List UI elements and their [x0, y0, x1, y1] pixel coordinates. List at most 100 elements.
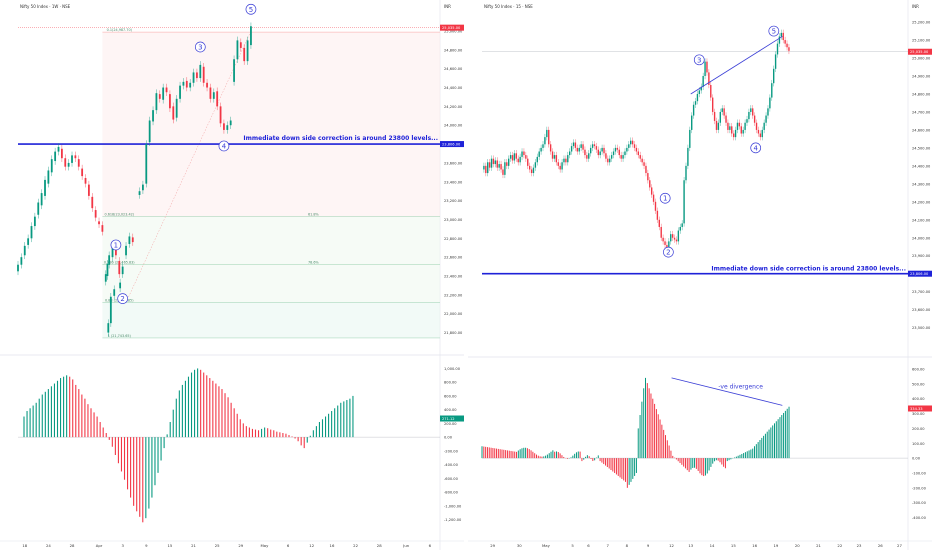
- candle-body: [121, 266, 124, 275]
- candle-body: [624, 151, 626, 156]
- candle-body: [158, 94, 161, 99]
- chart-title: Nifty 50 Index · 15 · NSE: [484, 4, 533, 9]
- candle-body: [742, 129, 744, 134]
- candle-body: [511, 155, 514, 161]
- candle-body: [734, 129, 737, 138]
- candle-body: [729, 126, 731, 130]
- candle-body: [523, 151, 525, 156]
- price-tick-label: 24,400.00: [444, 86, 463, 90]
- currency-label: INR: [444, 4, 451, 9]
- candle-body: [637, 151, 640, 156]
- candle-body: [77, 159, 80, 167]
- candle-body: [786, 43, 788, 48]
- candle-body: [71, 155, 73, 163]
- candle-body: [776, 43, 779, 55]
- candle-body: [54, 151, 57, 162]
- price-tick-label: 22,600.00: [444, 256, 463, 260]
- oscillator-tick-label: -600.00: [444, 477, 459, 481]
- time-tick-label: 21: [191, 543, 196, 548]
- candle-body: [101, 225, 104, 232]
- wave-label-circle: [245, 3, 257, 15]
- weekly-chart-svg[interactable]: Nifty 50 Index · 1W · NSE INR 25,000.00 24,…: [0, 0, 470, 550]
- candle-body: [502, 169, 504, 175]
- candle-body: [616, 147, 619, 150]
- candle-body: [694, 101, 697, 105]
- wave-label: 2: [666, 249, 670, 257]
- oscillator-tick-label: -1,200.00: [444, 518, 462, 522]
- time-tick-label: 9: [647, 543, 650, 548]
- time-tick-label: 3: [121, 543, 124, 548]
- candle-body: [643, 162, 645, 166]
- time-tick-label: 25: [215, 543, 220, 548]
- candle-body: [521, 151, 523, 157]
- candle-body: [687, 147, 689, 166]
- candle-body: [702, 76, 704, 87]
- candle-body: [685, 165, 687, 181]
- candle-body: [630, 140, 632, 145]
- price-tick-label: 24,600.00: [912, 128, 931, 132]
- candle-body: [553, 155, 556, 159]
- candle-body: [540, 147, 542, 152]
- candle-body: [530, 169, 533, 174]
- candle-body: [192, 72, 195, 83]
- price-tick-label: 23,500.00: [912, 326, 931, 330]
- price-tick-label: 23,200.00: [444, 199, 463, 203]
- candle-body: [555, 155, 558, 163]
- candle-body: [17, 264, 19, 272]
- candle-body: [515, 153, 518, 159]
- price-tick-label: 25,000.00: [444, 29, 463, 33]
- candle-body: [784, 40, 786, 44]
- candle-body: [650, 187, 653, 195]
- candle-body: [500, 164, 502, 170]
- candle-body: [683, 180, 685, 224]
- candle-body: [87, 184, 90, 196]
- price-tick-label: 25,100.00: [912, 39, 931, 43]
- candle-body: [698, 90, 701, 94]
- oscillator-tick-label: -300.00: [912, 501, 927, 505]
- candle-body: [182, 81, 185, 86]
- candle-body: [23, 245, 26, 256]
- price-tick-label: 22,000.00: [444, 312, 463, 316]
- oscillator-tick-label: -400.00: [912, 516, 927, 520]
- candle-body: [236, 40, 239, 60]
- candle-body: [748, 111, 750, 120]
- candle-body: [250, 26, 252, 46]
- fib-percent-label: 61.8%: [308, 213, 320, 217]
- candle-body: [652, 194, 655, 202]
- time-tick-label: 29: [490, 543, 495, 548]
- time-tick-label: 24: [46, 543, 51, 548]
- chart-title: Nifty 50 Index · 1W · NSE: [20, 4, 71, 9]
- candle-body: [677, 230, 680, 242]
- candle-body: [483, 165, 485, 170]
- candle-body: [494, 160, 497, 165]
- candle-body: [664, 241, 666, 245]
- last-price-label: 25,035.00: [442, 26, 461, 30]
- candle-body: [708, 72, 710, 85]
- candle-body: [223, 123, 225, 130]
- candle-body: [772, 68, 775, 84]
- intraday-chart-panel[interactable]: Nifty 50 Index · 15 · NSE INR 25,200.00 25,…: [468, 0, 932, 550]
- candle-body: [113, 289, 116, 296]
- candle-body: [565, 158, 567, 163]
- candle-body: [599, 151, 601, 156]
- candle-body: [744, 122, 746, 130]
- candle-body: [551, 151, 554, 159]
- candle-body: [750, 108, 752, 112]
- intraday-chart-svg[interactable]: Nifty 50 Index · 15 · NSE INR 25,200.00 25,…: [468, 0, 932, 550]
- candle-body: [658, 219, 661, 227]
- candle-body: [782, 32, 784, 41]
- time-tick-label: 28: [377, 543, 382, 548]
- candle-body: [496, 160, 498, 168]
- candle-body: [584, 149, 586, 156]
- oscillator-tick-label: 400.00: [444, 408, 457, 412]
- candle-body: [580, 144, 582, 148]
- last-price-label: 25,035.00: [910, 50, 929, 54]
- weekly-chart-panel[interactable]: Nifty 50 Index · 1W · NSE INR 25,000.00 24,…: [0, 0, 470, 550]
- wave-label: 1: [663, 195, 667, 203]
- candle-body: [576, 147, 579, 152]
- time-tick-label: 16: [330, 543, 335, 548]
- candle-body: [605, 153, 607, 159]
- candle-body: [719, 111, 722, 123]
- candle-body: [119, 282, 122, 289]
- oscillator-last-label: 271.12: [442, 417, 455, 421]
